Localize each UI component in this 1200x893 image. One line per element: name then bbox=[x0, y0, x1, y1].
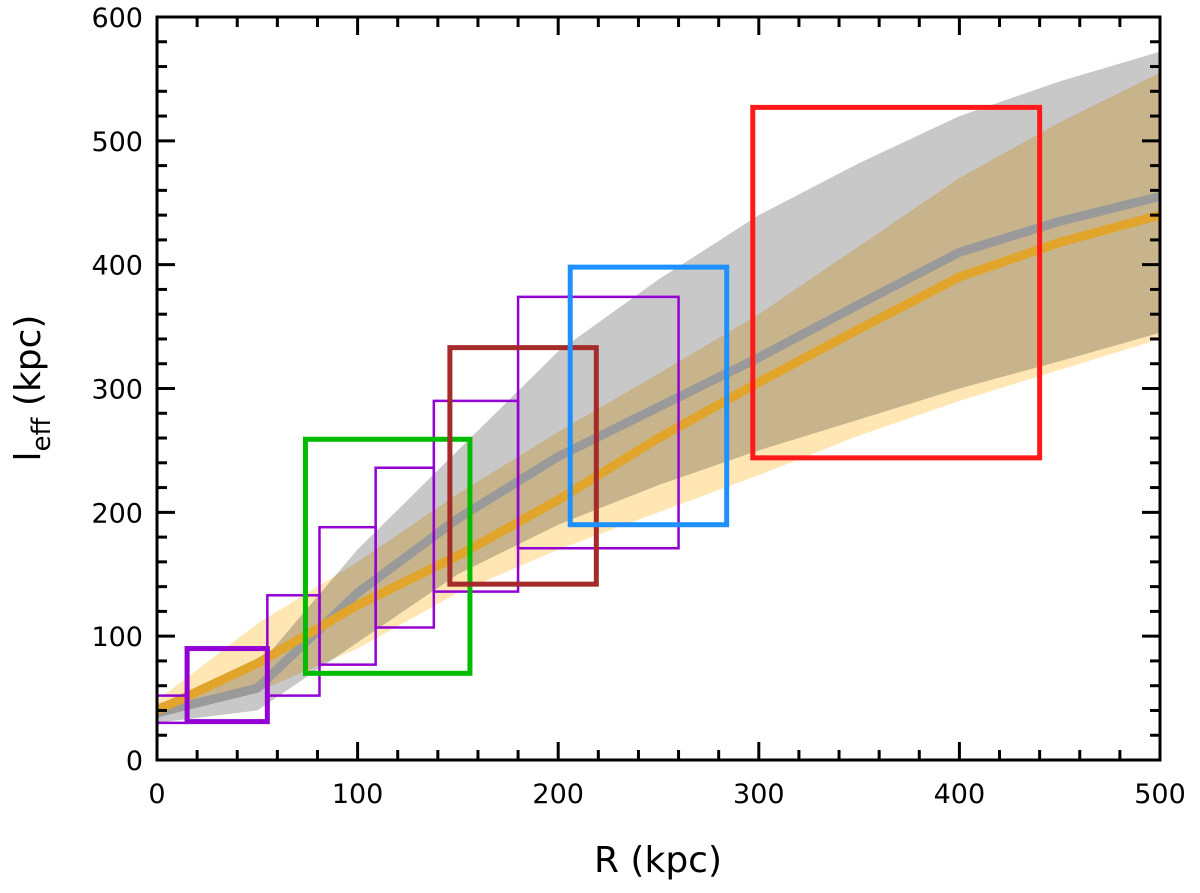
x-tick-label: 100 bbox=[332, 779, 384, 810]
y-axis-label: leff (kpc) bbox=[8, 315, 57, 462]
box-8 bbox=[447, 345, 599, 587]
box-9 bbox=[567, 264, 730, 528]
x-tick-label: 200 bbox=[532, 779, 584, 810]
x-tick-label: 400 bbox=[934, 779, 986, 810]
y-axis-label-unit: (kpc) bbox=[8, 315, 49, 418]
y-tick-label: 0 bbox=[126, 746, 143, 777]
bands-layer bbox=[155, 51, 1162, 723]
y-axis-label-subscript: eff bbox=[27, 416, 57, 451]
y-tick-label: 100 bbox=[91, 622, 143, 653]
boxes-layer bbox=[155, 104, 1043, 725]
y-tick-label: 600 bbox=[91, 3, 143, 34]
y-tick-label: 300 bbox=[91, 375, 143, 406]
x-tick-label: 500 bbox=[1134, 779, 1186, 810]
box-7 bbox=[302, 436, 473, 676]
x-tick-label: 0 bbox=[148, 779, 165, 810]
x-tick-label: 300 bbox=[733, 779, 785, 810]
y-tick-label: 400 bbox=[91, 251, 143, 282]
y-tick-label: 200 bbox=[91, 498, 143, 529]
y-tick-label: 500 bbox=[91, 127, 143, 158]
median-line-1 bbox=[155, 210, 1162, 715]
box-10 bbox=[750, 104, 1043, 461]
ticks-layer: 0 100 200 300 400 500 0 100 200 300 400 500 600 bbox=[91, 3, 1185, 810]
x-axis-label: R (kpc) bbox=[594, 840, 722, 881]
